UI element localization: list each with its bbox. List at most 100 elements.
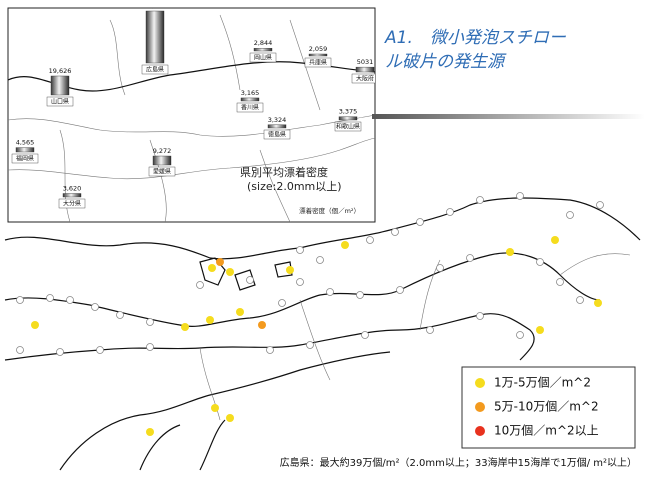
site-dot [326, 288, 334, 296]
site-dot [16, 346, 24, 354]
site-dot [506, 248, 514, 256]
site-dot [146, 318, 154, 326]
density-label: 4,565 [16, 139, 35, 147]
site-dot [566, 211, 574, 219]
inset-subtitle: (size:2.0mm以上) [247, 180, 342, 193]
site-dot [116, 311, 124, 319]
inset-bars: 19,626 山口県 53,694 広島県 2,844 岡山県 2,059 兵庫県 5031 大阪… [11, 2, 375, 209]
pref-name: 和歌山県 [336, 123, 360, 131]
site-dot [596, 201, 604, 209]
density-bar [308, 53, 328, 57]
pref-name: 岡山県 [254, 54, 272, 62]
site-dot [296, 278, 304, 286]
pref-name: 兵庫県 [309, 59, 327, 67]
density-label: 3,375 [339, 108, 358, 116]
density-bar [240, 97, 260, 102]
site-dot [436, 264, 444, 272]
inset-unit: 漂着密度（個／m²） [299, 206, 360, 215]
site-dot [216, 258, 224, 266]
density-bar [15, 147, 35, 153]
coastlines [4, 197, 641, 471]
site-dot [246, 276, 254, 284]
pref-name-box [141, 64, 169, 75]
pref-name: 山口県 [51, 98, 69, 106]
site-dot [391, 228, 399, 236]
legend-label: 10万個／m^2以上 [494, 424, 599, 438]
density-label: 19,626 [49, 67, 72, 75]
site-dot [536, 258, 544, 266]
title-line: A1. 微小発泡スチロー [384, 28, 567, 48]
pref-name-box [334, 121, 362, 132]
density-bar [50, 75, 70, 96]
pref-name: 大分県 [63, 200, 81, 208]
site-dot [146, 343, 154, 351]
site-dot [236, 308, 244, 316]
site-dot [146, 428, 154, 436]
density-label: 3,324 [268, 116, 287, 124]
site-dot [466, 254, 474, 262]
site-dot [366, 236, 374, 244]
legend-swatch [475, 426, 485, 436]
density-label: 2,844 [254, 39, 273, 47]
site-dot [91, 303, 99, 311]
legend: 1万-5万個／m^2 5万-10万個／m^2 10万個／m^2以上 [475, 376, 599, 438]
density-bar [152, 155, 172, 166]
pref-name-box [351, 73, 375, 84]
pref-name: 香川県 [241, 104, 259, 112]
site-dot [296, 246, 304, 254]
density-label: 53,694 [144, 2, 167, 10]
density-label: 5031 [357, 58, 374, 66]
site-dot [56, 348, 64, 356]
density-label: 3,165 [241, 89, 260, 97]
site-dot [416, 218, 424, 226]
legend-box [461, 366, 636, 449]
density-bar [62, 193, 82, 198]
pref-name-box [304, 57, 332, 68]
title-line: ル破片の発生源 [385, 52, 507, 72]
inset-title: 県別平均漂着密度 [240, 165, 328, 179]
density-bar [267, 124, 287, 129]
pref-name: 大阪府 [356, 75, 374, 83]
site-dot [426, 326, 434, 334]
legend-label: 1万-5万個／m^2 [494, 376, 591, 390]
site-dot [306, 341, 314, 349]
site-dot [396, 286, 404, 294]
site-dot [356, 291, 364, 299]
site-dot [31, 321, 39, 329]
legend-label: 5万-10万個／m^2 [494, 400, 599, 414]
pref-name: 福岡県 [16, 155, 34, 163]
pref-name-box [236, 102, 264, 113]
pref-name-box [263, 129, 291, 140]
pref-name-box [148, 166, 176, 177]
site-dot [196, 281, 204, 289]
pref-name-box [11, 153, 39, 164]
density-label: 3,620 [63, 184, 82, 192]
pref-name: 愛媛県 [153, 168, 171, 176]
site-dot [516, 192, 524, 200]
site-dot [556, 278, 564, 286]
site-dot [516, 331, 524, 339]
site-dot [208, 264, 216, 272]
site-dot [258, 321, 266, 329]
site-dot [594, 299, 602, 307]
pref-name-box [249, 52, 277, 63]
site-dot [211, 404, 219, 412]
density-bar [338, 116, 358, 121]
survey-sites [16, 192, 604, 436]
site-dot [96, 346, 104, 354]
legend-swatch [475, 378, 485, 388]
site-dot [476, 196, 484, 204]
site-dot [46, 294, 54, 302]
pref-name: 徳島県 [268, 131, 286, 139]
density-bar [145, 10, 165, 64]
pref-name-box [58, 198, 86, 209]
site-dot [551, 236, 559, 244]
site-dot [66, 296, 74, 304]
caption: 広島県：最大約39万個/m²（2.0mm以上；33海岸中15海岸で1万個/ m²… [280, 456, 637, 469]
density-bar [355, 66, 375, 73]
inset-frame [7, 7, 376, 223]
site-dot [16, 296, 24, 304]
site-dot [181, 323, 189, 331]
legend-swatch [475, 402, 485, 412]
